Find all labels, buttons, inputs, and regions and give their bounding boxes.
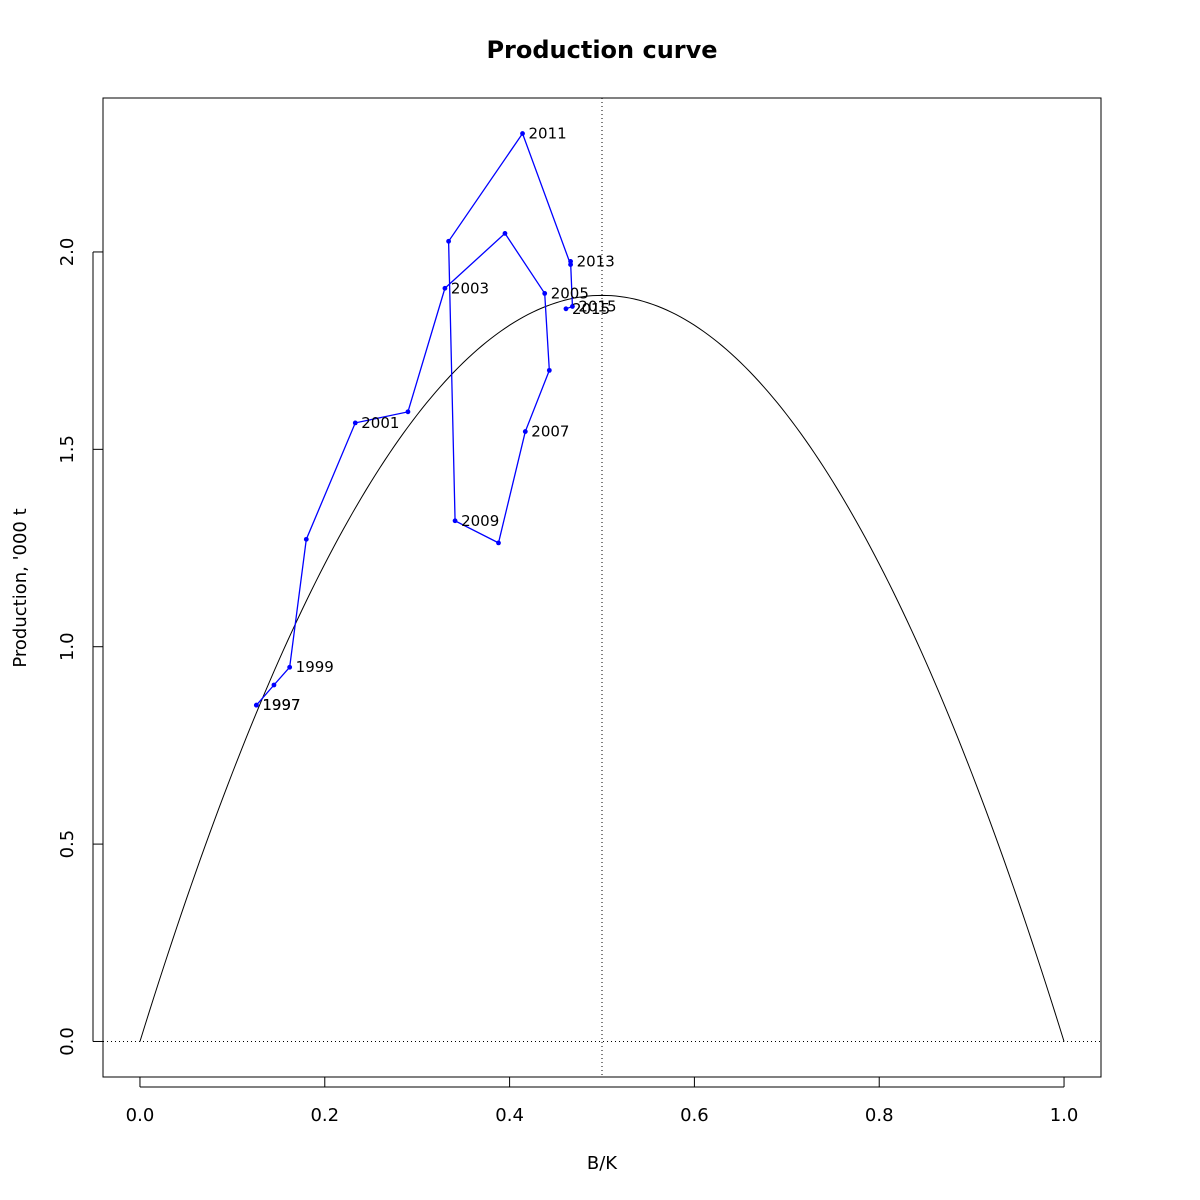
year-label-2005: 2005	[551, 284, 589, 302]
production-curve	[139, 294, 1065, 1042]
year-label-1996: 1997	[262, 696, 300, 714]
x-axis: 0.0 0.2 0.4 0.6 0.8 1.0	[126, 1077, 1079, 1126]
trajectory-point-1998	[271, 682, 277, 688]
trajectory-layer	[253, 131, 575, 708]
trajectory-point-2014	[570, 304, 575, 309]
trajectory-point-2007	[522, 429, 528, 434]
trajectory-point-2010	[446, 238, 452, 244]
year-label-2007: 2007	[531, 423, 569, 441]
trajectory-point-2003	[442, 285, 448, 291]
x-axis-label: B/K	[587, 1153, 618, 1174]
trajectory-point-2006	[546, 367, 552, 373]
trajectory-line	[255, 132, 574, 706]
trajectory-point-2002	[405, 409, 411, 415]
trajectory-point-1999	[287, 664, 293, 670]
chart-title: Production curve	[486, 36, 717, 64]
x-tick-label: 0.6	[680, 1105, 709, 1126]
production-curve-layer	[139, 294, 1065, 1042]
year-label-2009: 2009	[461, 512, 499, 530]
trajectory-point-2015	[563, 306, 569, 312]
year-label-2013: 2013	[577, 252, 615, 270]
year-label-2003: 2003	[451, 279, 489, 297]
trajectory-point-2011	[520, 131, 525, 136]
y-axis: 0.0 0.5 1.0 1.5 2.0	[57, 238, 103, 1056]
x-tick-label: 1.0	[1050, 1105, 1079, 1126]
y-tick-label: 1.5	[57, 435, 78, 464]
x-tick-label: 0.0	[126, 1105, 155, 1126]
y-tick-label: 2.0	[57, 238, 78, 267]
year-label-2014: 2015	[578, 297, 616, 315]
trajectory-point-2009	[452, 518, 458, 524]
y-tick-label: 0.0	[57, 1027, 78, 1056]
trajectory-point-2001	[352, 420, 358, 426]
trajectory-point-1997	[253, 702, 259, 708]
year-label-2015: 2015	[572, 300, 610, 318]
y-tick-label: 0.5	[57, 830, 78, 859]
year-label-1997: 1997	[262, 696, 300, 714]
year-label-2001: 2001	[361, 414, 399, 432]
x-tick-label: 0.8	[865, 1105, 894, 1126]
trajectory-point-2008	[496, 540, 501, 546]
reference-lines	[103, 98, 1101, 1077]
trajectory-point-2005	[542, 291, 548, 296]
year-label-1999: 1999	[296, 658, 334, 676]
trajectory-point-2000	[303, 536, 309, 542]
trajectory-point-2013	[568, 259, 573, 264]
year-label-2011: 2011	[529, 125, 567, 143]
trajectory-point-2004	[502, 231, 508, 236]
x-tick-label: 0.2	[310, 1105, 339, 1126]
x-tick-label: 0.4	[495, 1105, 524, 1126]
y-axis-label: Production, '000 t	[10, 508, 31, 667]
y-tick-label: 1.0	[57, 632, 78, 661]
